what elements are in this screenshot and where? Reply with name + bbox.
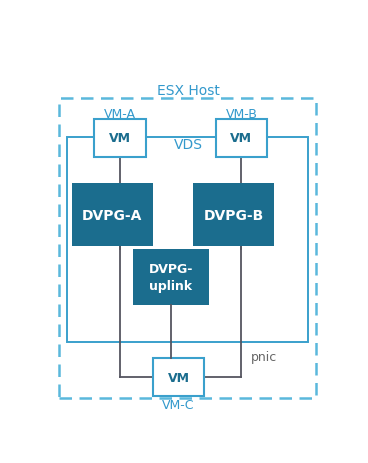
- Text: DVPG-A: DVPG-A: [82, 208, 142, 222]
- Text: pnic: pnic: [251, 350, 277, 363]
- Text: VM: VM: [167, 371, 190, 384]
- Text: VM: VM: [109, 132, 131, 145]
- Text: ESX Host: ESX Host: [157, 84, 220, 98]
- Bar: [95, 120, 146, 157]
- Bar: [59, 98, 315, 398]
- Bar: [216, 120, 267, 157]
- Bar: [153, 358, 204, 396]
- Bar: [133, 250, 209, 305]
- Text: DVPG-B: DVPG-B: [204, 208, 263, 222]
- Text: VDS: VDS: [174, 138, 203, 152]
- Text: VM: VM: [230, 132, 252, 145]
- Text: VM-C: VM-C: [162, 398, 195, 411]
- Text: VM-B: VM-B: [226, 108, 257, 121]
- Bar: [193, 184, 274, 246]
- Text: DVPG-
uplink: DVPG- uplink: [149, 263, 193, 293]
- Text: VM-A: VM-A: [104, 108, 136, 121]
- Bar: [67, 138, 308, 343]
- Bar: [72, 184, 153, 246]
